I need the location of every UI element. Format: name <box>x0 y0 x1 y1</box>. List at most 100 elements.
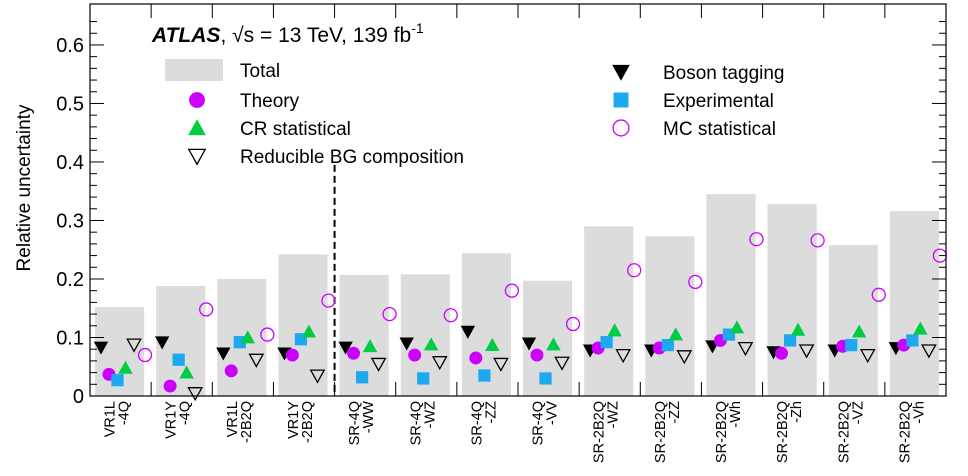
x-tick-label-10-2: -ZZ <box>667 401 683 424</box>
y-tick-label-1: 0.1 <box>56 327 84 349</box>
mc-statistical-point-11 <box>749 232 764 247</box>
legend-swatch-total <box>165 59 223 81</box>
theory-point-2 <box>163 379 177 393</box>
y-axis-label: Relative uncertainty <box>14 104 35 271</box>
reducible-bg-composition-point-13 <box>859 348 876 364</box>
cr-statistical-point-7 <box>485 337 500 351</box>
y-tick-label-3: 0.3 <box>56 210 84 232</box>
cr-statistical-point-9 <box>607 323 622 337</box>
x-tick-label-14-2: -Vh <box>911 401 927 424</box>
mc-statistical-point-12 <box>810 233 825 248</box>
cr-statistical-point-1 <box>118 360 133 374</box>
legend-label-mc-statistical: MC statistical <box>663 119 776 140</box>
mc-statistical-point-13 <box>871 287 886 302</box>
x-tick-label-12-2: -Zh <box>789 401 805 423</box>
experimental-point-2 <box>172 353 185 366</box>
x-tick-label-9-2: -WZ <box>606 401 622 429</box>
legend-swatch-cr-statistical <box>188 119 206 136</box>
x-tick-label-7-2: -ZZ <box>483 401 499 424</box>
atlas-energy: , √s = 13 TeV, 139 fb <box>220 24 411 47</box>
total-bar-13 <box>828 245 878 396</box>
x-tick-label-1-2: -4Q <box>117 401 133 425</box>
x-tick-label-13-2: -VZ <box>850 401 866 425</box>
experimental-point-1 <box>111 374 124 387</box>
x-tick-label-2-1: VR1Y <box>164 401 180 439</box>
x-tick-label-10-1: SR-2B2Q <box>653 401 669 463</box>
mc-statistical-point-4 <box>321 293 336 308</box>
reducible-bg-composition-point-2 <box>187 387 204 402</box>
legend-swatch-theory <box>189 92 205 108</box>
reducible-bg-composition-point-14 <box>921 344 937 359</box>
reducible-bg-composition-point-9 <box>615 348 632 364</box>
legend: Total Theory CR statistical Reducible BG co… <box>165 59 785 168</box>
theory-point-3 <box>224 364 238 378</box>
cr-statistical-point-13 <box>851 324 867 338</box>
cr-statistical-point-8 <box>546 337 561 351</box>
theory-point-12 <box>775 346 789 360</box>
x-tick-label-4-1: VR1Y <box>286 401 302 439</box>
reducible-bg-composition-point-3 <box>248 353 265 368</box>
mc-statistical-point-8 <box>565 316 581 332</box>
x-tick-label-13-1: SR-2B2Q <box>836 401 852 463</box>
legend-label-reducible-bg-composition: Reducible BG composition <box>240 147 464 168</box>
reducible-bg-composition-point-7 <box>493 357 509 372</box>
theory-point-7 <box>469 351 483 365</box>
legend-label-total: Total <box>240 61 280 82</box>
cr-statistical-point-4 <box>301 324 317 338</box>
x-tick-label-6-2: -WZ <box>422 401 438 429</box>
experimental-point-8 <box>539 372 552 385</box>
reducible-bg-composition-point-6 <box>431 356 448 371</box>
y-tick-label-6: 0.6 <box>56 35 84 57</box>
experimental-point-12 <box>783 334 797 347</box>
y-axis: 0 0.1 0.2 0.3 0.4 0.5 0.6 <box>56 21 946 408</box>
boson-tagging-point-3 <box>216 347 231 361</box>
x-tick-label-2-2: -4Q <box>178 401 194 425</box>
y-tick-label-0: 0 <box>73 386 84 408</box>
legend-label-boson-tagging: Boson tagging <box>663 63 785 84</box>
reducible-bg-composition-point-11 <box>737 341 754 357</box>
mc-statistical-point-2 <box>199 302 214 317</box>
reducible-bg-composition-point-8 <box>554 356 570 371</box>
boson-tagging-point-1 <box>93 341 109 355</box>
cr-statistical-point-2 <box>179 365 194 379</box>
mc-statistical-point-3 <box>260 327 275 342</box>
boson-tagging-point-2 <box>154 336 170 350</box>
total-bar-14 <box>889 211 939 396</box>
legend-swatch-mc-statistical <box>612 119 630 137</box>
total-bar-10 <box>645 236 695 396</box>
x-tick-label-12-1: SR-2B2Q <box>775 401 791 463</box>
mc-statistical-point-6 <box>443 308 458 323</box>
reducible-bg-composition-point-1 <box>126 338 142 353</box>
experimental-point-3 <box>233 336 246 349</box>
reducible-bg-composition-point-12 <box>798 344 815 359</box>
x-tick-label-1-1: VR1L <box>103 401 119 437</box>
legend-label-theory: Theory <box>240 91 300 112</box>
x-tick-label-7-1: SR-4Q <box>469 401 485 445</box>
uncertainty-markers <box>93 232 948 402</box>
experimental-point-6 <box>417 372 430 385</box>
total-bar-9 <box>584 226 634 396</box>
x-tick-label-11-2: -Wh <box>728 401 744 428</box>
total-bar-11 <box>706 194 756 396</box>
x-tick-label-3-2: -2B2Q <box>239 401 255 443</box>
theory-point-8 <box>530 348 544 362</box>
cr-statistical-point-12 <box>790 322 806 336</box>
boson-tagging-point-8 <box>521 337 537 351</box>
x-tick-label-14-1: SR-2B2Q <box>897 401 913 463</box>
atlas-experiment: ATLAS <box>151 24 220 47</box>
total-bar-4 <box>278 254 328 396</box>
x-tick-label-11-1: SR-2B2Q <box>714 401 730 463</box>
mc-statistical-point-1 <box>137 347 153 363</box>
reducible-bg-composition-point-10 <box>676 350 693 365</box>
x-tick-label-6-1: SR-4Q <box>408 401 424 445</box>
cr-statistical-point-6 <box>423 337 439 351</box>
legend-label-cr-statistical: CR statistical <box>240 119 351 140</box>
cr-statistical-point-14 <box>913 321 928 335</box>
boson-tagging-point-7 <box>460 325 476 339</box>
experimental-point-10 <box>661 338 674 352</box>
x-axis: VR1L-4Q VR1Y-4Q VR1L-2B2Q VR1Y-2B2Q SR-4Q-WW… <box>103 4 927 463</box>
experimental-point-14 <box>906 334 919 347</box>
reducible-bg-composition-point-5 <box>370 357 387 372</box>
legend-swatch-boson-tagging <box>612 64 630 81</box>
